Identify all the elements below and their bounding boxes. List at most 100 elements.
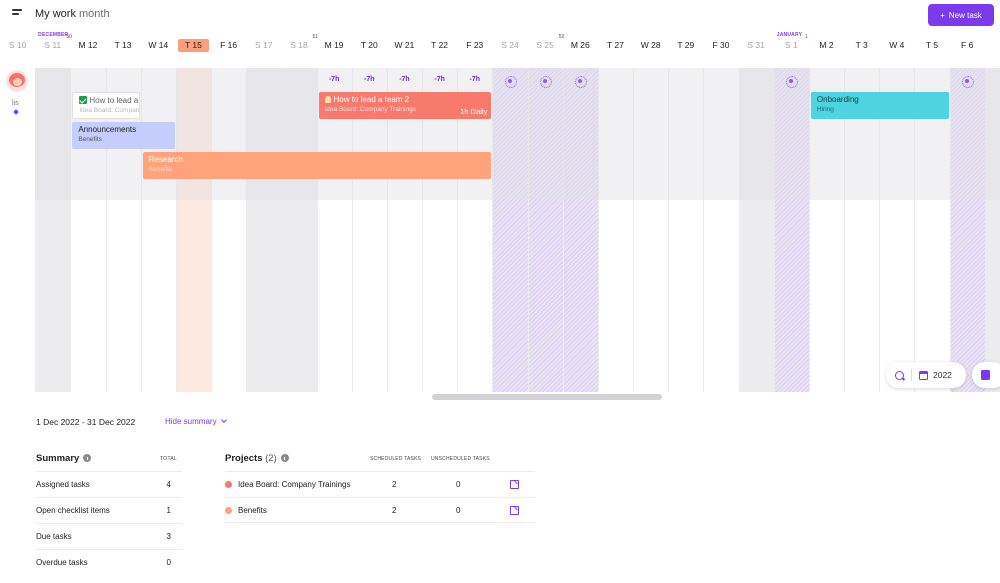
project-color-dot: [225, 507, 232, 514]
summary-row-label: Overdue tasks: [36, 558, 88, 567]
day-header: M 26: [570, 40, 590, 50]
day-column-line: [633, 68, 635, 392]
hide-summary-label: Hide summary: [165, 417, 217, 426]
day-header: F 16: [220, 40, 238, 50]
day-header: S 25: [536, 40, 554, 50]
plus-icon: +: [940, 10, 945, 20]
task-bar[interactable]: How to lead a team Idea Board: Company Tr…: [72, 92, 140, 119]
day-column-line: [984, 68, 986, 392]
year-selector[interactable]: 2022: [933, 370, 952, 380]
task-title: Research: [149, 155, 486, 164]
day-column-line: [35, 68, 37, 392]
summary-row: Assigned tasks 4: [36, 471, 182, 497]
project-row[interactable]: Benefits 2 0: [225, 497, 535, 523]
task-project: Idea Board: Company Trainings: [324, 106, 416, 113]
day-column-line: [562, 68, 564, 392]
summary-row-label: Assigned tasks: [36, 480, 90, 489]
week-number: 1: [804, 34, 808, 40]
sun-icon: [962, 76, 975, 88]
sun-icon: [575, 76, 588, 88]
day-header: T 3: [855, 40, 868, 50]
sun-icon: [504, 76, 517, 88]
summary-row-value: 3: [166, 532, 171, 541]
day-column-line: [949, 68, 951, 392]
save-control: [972, 362, 1000, 388]
task-title-text: How to lead a team: [89, 96, 139, 105]
day-header: M 2: [819, 40, 834, 50]
day-column-line: [316, 68, 318, 392]
day-header: S 17: [255, 40, 273, 50]
project-name[interactable]: Benefits: [238, 506, 267, 515]
capacity-label: -7h: [434, 76, 445, 83]
summary-row-value: 1: [166, 506, 171, 515]
day-header-today: T 15: [177, 39, 209, 52]
sun-icon: [540, 76, 553, 88]
open-external-icon[interactable]: [510, 480, 519, 489]
info-icon[interactable]: [83, 454, 92, 462]
task-bar[interactable]: How to lead a team 2 Idea Board: Company …: [318, 92, 492, 119]
new-task-label: New task: [948, 10, 982, 20]
calendar-icon[interactable]: [919, 370, 928, 380]
menu-icon[interactable]: [12, 9, 22, 19]
project-row[interactable]: Idea Board: Company Trainings 2 0: [225, 471, 535, 497]
day-column-line: [844, 68, 846, 392]
day-column-line: [246, 68, 248, 392]
day-column-line: [738, 68, 740, 392]
view-mode-label[interactable]: month: [79, 8, 110, 20]
day-column-line: [457, 68, 459, 392]
summary-row: Open checklist items 1: [36, 497, 182, 523]
horizontal-scrollbar[interactable]: [432, 394, 662, 400]
day-column-bg: [562, 68, 598, 392]
month-label: DECEMBER: [38, 32, 69, 38]
timeline-grid[interactable]: S 10 S 11 M 12 T 13 W 14 T 15 F 16 S 17 S 18 M 19…: [0, 32, 1000, 392]
task-title: Announcements: [78, 125, 169, 134]
capacity-label: -7h: [364, 76, 375, 83]
day-column-line: [914, 68, 916, 392]
avatar[interactable]: [6, 70, 28, 92]
day-header: S 31: [747, 40, 765, 50]
summary-title: Summary: [36, 453, 80, 464]
day-header: T 13: [114, 40, 132, 50]
open-external-icon[interactable]: [510, 506, 519, 515]
day-column-bg: [949, 68, 985, 392]
task-title-text: How to lead a team 2: [333, 95, 410, 104]
summary-row: Overdue tasks 0: [36, 549, 182, 575]
capacity-label: -7h: [328, 76, 340, 83]
pin-icon[interactable]: [13, 110, 19, 116]
unscheduled-count: 0: [456, 506, 461, 515]
project-name[interactable]: Idea Board: Company Trainings: [238, 480, 351, 489]
day-column-line: [351, 68, 353, 392]
unscheduled-count: 0: [456, 480, 461, 489]
task-title-text: Onboarding: [816, 95, 859, 104]
day-column-line: [422, 68, 424, 392]
day-column-line: [773, 68, 775, 392]
task-bar[interactable]: Onboarding Hiring: [810, 92, 949, 119]
week-number: 51: [312, 34, 319, 40]
task-bar[interactable]: Announcements Benefits: [72, 122, 175, 149]
day-column-bg: [984, 68, 1000, 392]
day-column-line: [492, 68, 494, 392]
summary-row-value: 0: [166, 558, 171, 567]
task-title-text: Announcements: [78, 125, 137, 134]
page-title-main: My work: [35, 8, 76, 20]
day-header: S 10: [8, 40, 27, 50]
day-header: W 4: [889, 40, 905, 50]
scheduled-count: 2: [392, 506, 397, 515]
divider: [911, 369, 912, 381]
task-bar[interactable]: Research Benefits: [142, 152, 492, 179]
day-header: F 23: [466, 40, 484, 50]
month-label: JANUARY: [776, 32, 803, 38]
unscheduled-column-header: UNSCHEDULED TASKS: [431, 456, 490, 462]
day-header: F 30: [712, 40, 730, 50]
day-column-line: [879, 68, 881, 392]
day-header: S: [985, 40, 1000, 54]
new-task-button[interactable]: + New task: [928, 4, 994, 26]
zoom-in-icon[interactable]: [895, 370, 904, 380]
hide-summary-button[interactable]: Hide summary: [165, 417, 227, 426]
page-title: My work month: [35, 8, 110, 20]
day-column-line: [281, 68, 283, 392]
save-icon[interactable]: [981, 370, 990, 380]
info-icon[interactable]: [280, 454, 289, 462]
day-header: T 29: [677, 40, 695, 50]
day-column-line: [105, 68, 107, 392]
